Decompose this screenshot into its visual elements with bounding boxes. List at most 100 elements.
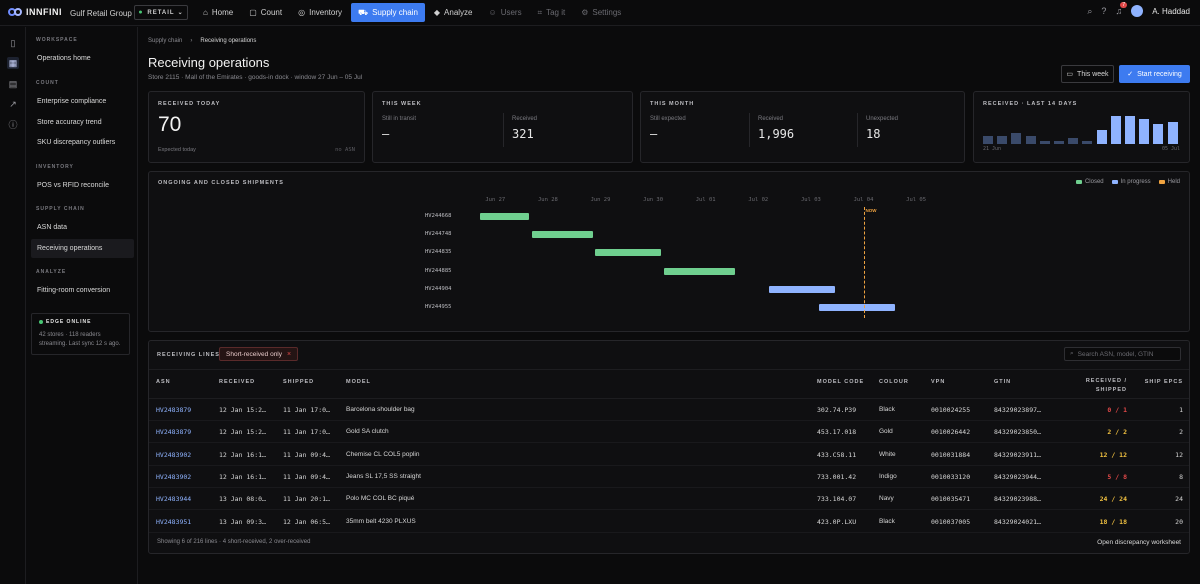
cell-code: 733.104.07 bbox=[817, 495, 857, 504]
column-header[interactable]: ASN bbox=[156, 379, 171, 385]
now-line bbox=[863, 207, 865, 318]
gantt-bar[interactable] bbox=[479, 213, 530, 220]
tag-icon: ⌗ bbox=[537, 7, 543, 17]
column-header[interactable]: COLOUR bbox=[879, 379, 909, 385]
table-row[interactable]: HV2483902 12 Jan 16:1… 11 Jan 09:4… Jeans S… bbox=[149, 466, 1189, 488]
cell-asn[interactable]: HV2483902 bbox=[156, 472, 192, 481]
cell-asn[interactable]: HV2483902 bbox=[156, 450, 192, 459]
search-input[interactable]: ⌕ Search ASN, model, GTIN bbox=[1064, 347, 1181, 361]
users-icon: ☺ bbox=[488, 8, 497, 17]
sidebar-item-enterprise-compliance[interactable]: Enterprise compliance bbox=[37, 98, 107, 105]
table-row[interactable]: HV2483902 12 Jan 16:1… 11 Jan 09:4… Chemise… bbox=[149, 444, 1189, 466]
table-row[interactable]: HV2483879 12 Jan 15:2… 11 Jan 17:0… Barcelo… bbox=[149, 399, 1189, 421]
user-name[interactable]: A. Haddad bbox=[1152, 6, 1190, 16]
gantt-tick-label: Jul 01 bbox=[695, 197, 716, 203]
dashboard-icon[interactable]: ▦ bbox=[7, 57, 19, 69]
gantt-bar[interactable] bbox=[595, 249, 661, 257]
cell-vpn: 0010024255 bbox=[931, 406, 971, 414]
sidebar-item-operations-home[interactable]: Operations home bbox=[37, 55, 91, 62]
nav-inventory[interactable]: ◎ Inventory bbox=[291, 3, 349, 22]
no-asn-label: no ASN bbox=[335, 147, 355, 153]
table-row[interactable]: HV2483879 12 Jan 15:2… 11 Jan 17:0… Gold SA… bbox=[149, 421, 1189, 444]
document-icon[interactable]: ▤ bbox=[8, 79, 18, 89]
open-discrepancy-link[interactable]: Open discrepancy worksheet bbox=[1097, 539, 1181, 546]
nav-label: Settings bbox=[592, 8, 622, 17]
column-header[interactable]: MODEL CODE bbox=[817, 379, 865, 385]
legend-item: In progress bbox=[1111, 179, 1151, 185]
cell-vpn: 0010037005 bbox=[931, 517, 971, 526]
cell-vpn: 0010033120 bbox=[931, 472, 971, 481]
column-header[interactable]: RECEIVED / SHIPPED bbox=[1085, 378, 1127, 393]
help-icon[interactable]: ? bbox=[1101, 6, 1107, 16]
divider bbox=[857, 113, 858, 147]
column-header[interactable]: GTIN bbox=[994, 379, 1012, 385]
chevron-right-icon: › bbox=[190, 38, 193, 44]
gantt-bar[interactable] bbox=[532, 231, 593, 239]
table-row[interactable]: HV2483951 13 Jan 09:3… 12 Jan 06:5… 35mm be… bbox=[149, 511, 1189, 533]
sidebar-item-fitting-room[interactable]: Fitting-room conversion bbox=[37, 287, 111, 294]
nav-supply-chain[interactable]: ⛟ Supply chain bbox=[351, 3, 425, 22]
bell-icon[interactable]: ♫ 7 bbox=[1115, 2, 1128, 16]
trend-icon[interactable]: ↗ bbox=[9, 99, 17, 109]
mode-selector[interactable]: ● RETAIL ⌄ bbox=[134, 5, 188, 20]
sidebar-item-sku-discrepancy[interactable]: SKU discrepancy outliers bbox=[37, 139, 116, 146]
cell-asn[interactable]: HV2483879 bbox=[156, 406, 192, 414]
nav-analyze[interactable]: ◆ Analyze bbox=[427, 3, 480, 22]
notification-badge: 7 bbox=[1120, 2, 1128, 8]
logo[interactable]: INNFINI bbox=[8, 7, 62, 17]
month-received: Received 1,996 bbox=[758, 116, 794, 141]
column-header[interactable]: SHIP EPCS bbox=[1144, 379, 1183, 385]
gantt-tick-label: Jul 04 bbox=[853, 197, 874, 203]
gantt-row-label: HV244955 bbox=[425, 304, 452, 310]
now-label: NOW bbox=[865, 208, 877, 213]
info-icon[interactable]: ⓘ bbox=[8, 120, 18, 130]
sidebar-item-asn-data[interactable]: ASN data bbox=[37, 224, 67, 231]
cell-colour: Black bbox=[879, 406, 895, 413]
nav-home[interactable]: ⌂ Home bbox=[196, 3, 240, 22]
cell-gtin: 84329024021… bbox=[994, 517, 1041, 526]
avatar[interactable] bbox=[1131, 5, 1144, 17]
cell-asn[interactable]: HV2483951 bbox=[156, 517, 192, 526]
nav-settings[interactable]: ⚙ Settings bbox=[574, 3, 628, 22]
cell-asn[interactable]: HV2483879 bbox=[156, 428, 192, 437]
gantt-bar[interactable] bbox=[663, 267, 735, 275]
nav-label: Supply chain bbox=[372, 8, 418, 17]
column-header[interactable]: RECEIVED bbox=[219, 379, 256, 385]
sidebar-item-store-accuracy-trend[interactable]: Store accuracy trend bbox=[37, 119, 102, 126]
nav-count[interactable]: ▢ Count bbox=[242, 3, 289, 22]
supply-chain-icon: ⛟ bbox=[358, 7, 369, 17]
sidebar-item-pos-rfid[interactable]: POS vs RFID reconcile bbox=[37, 182, 109, 189]
gantt-bar[interactable] bbox=[768, 285, 835, 293]
nav-label: Inventory bbox=[309, 8, 342, 17]
cell-code: 423.0P.LXU bbox=[817, 517, 857, 526]
start-receiving-button[interactable]: ✓ Start receiving bbox=[1119, 65, 1190, 83]
close-icon[interactable]: × bbox=[287, 350, 292, 358]
cell-received: 12 Jan 16:1… bbox=[219, 450, 266, 459]
cell-vpn: 0010026442 bbox=[931, 428, 971, 437]
nav-tag-it[interactable]: ⌗ Tag it bbox=[531, 3, 573, 22]
cell-model: Polo MC COL BC piqué bbox=[346, 495, 415, 503]
card-received-today: RECEIVED TODAY 70 Expected today no ASN bbox=[148, 91, 365, 163]
search-icon[interactable]: ⌕ bbox=[1087, 5, 1093, 16]
table-row[interactable]: HV2483944 13 Jan 08:0… 11 Jan 20:1… Polo MC… bbox=[149, 488, 1189, 511]
gantt-bar[interactable] bbox=[818, 304, 896, 311]
breadcrumb-parent[interactable]: Supply chain bbox=[148, 38, 183, 44]
divider bbox=[749, 113, 750, 147]
logo-icon bbox=[8, 7, 22, 17]
panel-toggle-icon[interactable]: ▯ bbox=[10, 38, 16, 48]
home-icon: ⌂ bbox=[203, 8, 208, 17]
gantt-row-label: HV244668 bbox=[425, 213, 452, 219]
column-header[interactable]: VPN bbox=[931, 379, 946, 385]
period-button[interactable]: ▭ This week bbox=[1061, 65, 1114, 83]
card-last-14-days: RECEIVED · LAST 14 DAYS 21 Jun 05 Jul bbox=[973, 91, 1190, 163]
nav-users[interactable]: ☺ Users bbox=[482, 3, 529, 22]
edge-detail: 42 stores · 118 readers streaming. Last s… bbox=[39, 331, 122, 349]
cell-asn[interactable]: HV2483944 bbox=[156, 495, 192, 504]
cell-ratio: 12 / 12 bbox=[1099, 450, 1127, 459]
filter-chip[interactable]: Short-received only × bbox=[219, 347, 299, 361]
gantt-row-label: HV244904 bbox=[425, 285, 452, 292]
column-header[interactable]: SHIPPED bbox=[283, 379, 315, 385]
sidebar-item-receiving-operations[interactable]: Receiving operations bbox=[31, 239, 134, 258]
column-header[interactable]: MODEL bbox=[346, 379, 371, 385]
sidebar-section-title: WORKSPACE bbox=[36, 37, 78, 43]
